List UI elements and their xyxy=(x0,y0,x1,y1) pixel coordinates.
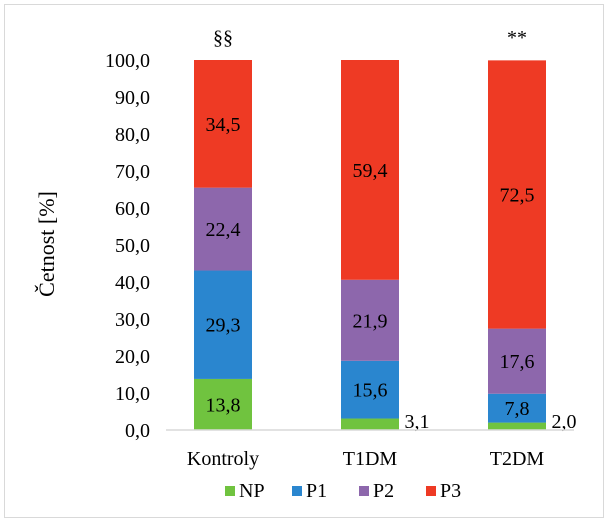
significance-marker: ** xyxy=(507,27,527,49)
legend: NP P1 P2 P3 xyxy=(225,480,461,502)
bar-segment-p1 xyxy=(488,393,546,423)
bar-segment-np xyxy=(194,378,252,430)
y-tick-label: 80,0 xyxy=(115,124,150,146)
significance-annotations: §§ ** xyxy=(213,27,527,49)
data-label: 34,5 xyxy=(206,114,241,136)
bar-segment-p3 xyxy=(341,60,399,280)
legend-label-np: NP xyxy=(239,480,265,502)
data-label: 72,5 xyxy=(500,184,535,206)
x-tick-label: Kontroly xyxy=(187,448,259,470)
data-label: 2,0 xyxy=(552,411,577,433)
y-tick-label: 30,0 xyxy=(115,309,150,331)
bar-segment-p3 xyxy=(194,60,252,188)
legend-swatch-np xyxy=(225,486,235,496)
bars: 13,8 29,3 22,4 34,5 3,1 15,6 21,9 59,4 2,0 7,8 17,… xyxy=(194,60,577,433)
data-label: 7,8 xyxy=(505,398,530,420)
y-tick-label: 40,0 xyxy=(115,272,150,294)
data-label: 22,4 xyxy=(206,219,241,241)
bar-segment-p3 xyxy=(488,60,546,329)
legend-label-p2: P2 xyxy=(373,480,394,502)
legend-swatch-p3 xyxy=(426,486,436,496)
legend-label-p1: P1 xyxy=(306,480,327,502)
bar-segment-np xyxy=(341,418,399,430)
data-label: 21,9 xyxy=(353,310,388,332)
y-tick-label: 90,0 xyxy=(115,87,150,109)
y-tick-label: 20,0 xyxy=(115,346,150,368)
y-tick-label: 70,0 xyxy=(115,161,150,183)
data-label: 17,6 xyxy=(500,351,535,373)
bar-segment-p1 xyxy=(341,360,399,419)
y-axis-ticks: 0,0 10,0 20,0 30,0 40,0 50,0 60,0 70,0 80,0 90,0 1… xyxy=(105,50,150,442)
x-axis-ticks: Kontroly T1DM T2DM xyxy=(187,448,545,470)
bar-segment-p2 xyxy=(341,279,399,361)
bar-segment-p1 xyxy=(194,270,252,379)
data-label: 15,6 xyxy=(353,380,388,402)
data-label: 29,3 xyxy=(206,315,241,337)
legend-label-p3: P3 xyxy=(440,480,461,502)
significance-marker: §§ xyxy=(213,27,233,49)
legend-swatch-p1 xyxy=(292,486,302,496)
data-label: 3,1 xyxy=(405,411,430,433)
data-label: 59,4 xyxy=(353,160,388,182)
y-tick-label: 60,0 xyxy=(115,198,150,220)
x-tick-label: T2DM xyxy=(490,448,545,470)
y-tick-label: 10,0 xyxy=(115,383,150,405)
bar-segment-p2 xyxy=(488,328,546,394)
x-tick-label: T1DM xyxy=(343,448,398,470)
bar-segment-p2 xyxy=(194,187,252,271)
y-tick-label: 0,0 xyxy=(125,420,150,442)
data-label: 13,8 xyxy=(206,394,241,416)
y-tick-label: 100,0 xyxy=(105,50,150,72)
y-axis-label: Četnost [%] xyxy=(34,191,59,297)
bar-segment-np xyxy=(488,422,546,430)
legend-swatch-p2 xyxy=(359,486,369,496)
y-tick-label: 50,0 xyxy=(115,235,150,257)
